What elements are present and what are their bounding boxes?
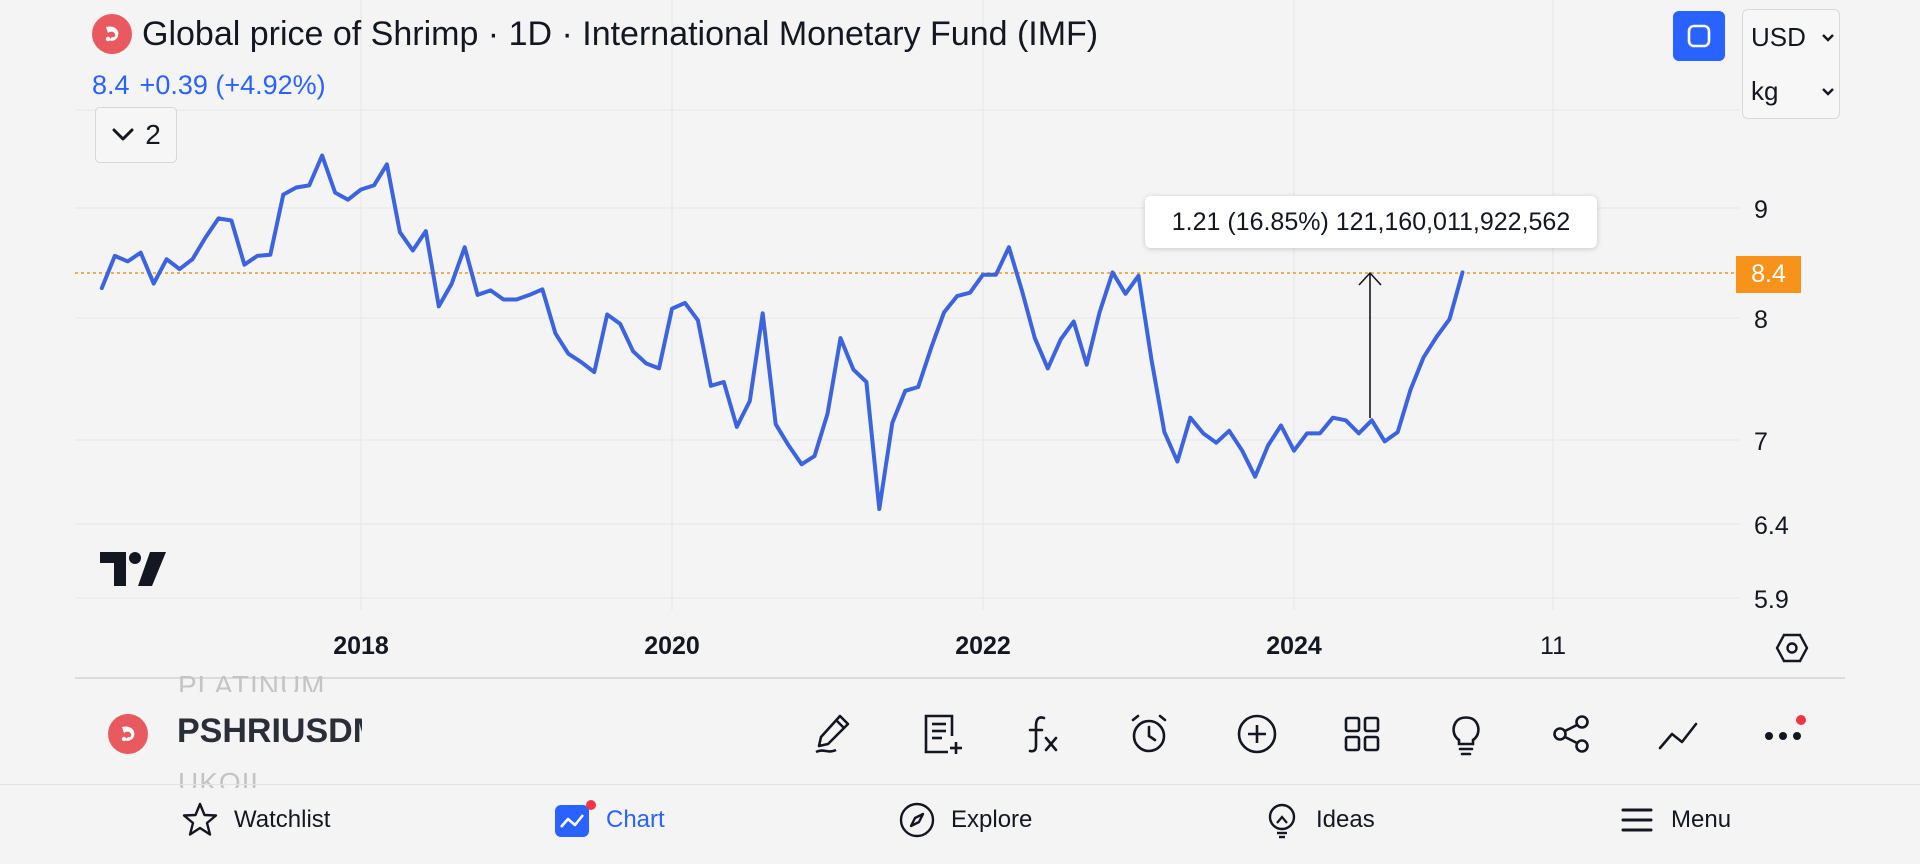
add-note-icon[interactable] xyxy=(914,706,970,762)
ghost-symbol-below: UKOIL xyxy=(178,770,268,788)
indicators-collapse-button[interactable]: 2 xyxy=(95,107,177,163)
currency-dropdown[interactable]: USD xyxy=(1751,22,1835,53)
hamburger-icon xyxy=(1617,800,1657,840)
x-axis-label: 2024 xyxy=(1266,632,1322,660)
chevron-down-icon xyxy=(112,128,134,141)
share-icon[interactable] xyxy=(1544,706,1600,762)
tradingview-logo-icon[interactable] xyxy=(100,552,168,591)
measure-tooltip: 1.21 (16.85%) 121,160,011,922,562 xyxy=(1145,196,1597,248)
compass-icon xyxy=(897,800,937,840)
chart-settings-icon[interactable] xyxy=(1775,633,1809,668)
nav-explore-label: Explore xyxy=(951,806,1033,833)
price-row: 8.4 +0.39 (+4.92%) xyxy=(92,70,336,101)
nav-menu[interactable]: Menu xyxy=(1617,800,1731,840)
nav-chart-label: Chart xyxy=(606,806,665,833)
x-axis-label: 2022 xyxy=(955,632,1011,660)
y-axis-label: 8 xyxy=(1754,306,1768,334)
y-axis-label: 9 xyxy=(1754,196,1768,224)
nav-explore[interactable]: Explore xyxy=(897,800,1032,840)
chevron-down-icon xyxy=(1822,33,1834,42)
last-price: 8.4 xyxy=(92,70,130,100)
currency-label: USD xyxy=(1751,22,1806,52)
chart-divider xyxy=(75,677,1845,679)
y-axis-label: 5.9 xyxy=(1754,586,1789,614)
shrimp-logo-icon xyxy=(108,714,148,754)
chevron-down-icon xyxy=(1822,87,1834,96)
fullscreen-button[interactable] xyxy=(1673,11,1725,61)
x-axis-label: 11 xyxy=(1540,632,1566,660)
bulb-icon xyxy=(1262,800,1302,840)
nav-watchlist-label: Watchlist xyxy=(234,806,331,833)
current-price-tag: 8.4 xyxy=(1736,256,1801,293)
unit-selector: USD kg xyxy=(1742,9,1840,119)
star-icon xyxy=(180,800,220,840)
grid xyxy=(75,0,1740,610)
nav-ideas-label: Ideas xyxy=(1316,806,1375,833)
chart-icon xyxy=(552,800,596,840)
nav-watchlist[interactable]: Watchlist xyxy=(180,800,330,840)
layouts-grid-icon[interactable] xyxy=(1334,706,1390,762)
indicators-fx-icon[interactable] xyxy=(1016,706,1072,762)
nav-menu-label: Menu xyxy=(1671,806,1732,833)
indicator-count: 2 xyxy=(145,119,161,150)
ideas-bulb-icon[interactable] xyxy=(1438,706,1494,762)
measure-arrow xyxy=(1358,271,1382,418)
shrimp-logo-icon xyxy=(92,14,132,54)
ghost-symbol-above: PLATINUM xyxy=(178,670,326,692)
chart-title: Global price of Shrimp · 1D · Internatio… xyxy=(142,14,1099,53)
alert-clock-icon[interactable] xyxy=(1121,706,1177,762)
notification-dot xyxy=(586,800,596,810)
draw-icon[interactable] xyxy=(806,706,862,762)
title-row: Global price of Shrimp · 1D · Internatio… xyxy=(92,14,1098,54)
nav-chart[interactable]: Chart xyxy=(552,800,665,840)
unit-dropdown[interactable]: kg xyxy=(1751,76,1835,107)
add-symbol-icon[interactable] xyxy=(1229,706,1285,762)
y-axis-label: 7 xyxy=(1754,428,1768,456)
x-axis-label: 2018 xyxy=(333,632,389,660)
price-change: +0.39 (+4.92%) xyxy=(139,70,326,100)
symbol-selector[interactable]: PSHRIUSDM xyxy=(177,712,362,750)
chart-type-icon[interactable] xyxy=(1650,706,1706,762)
unit-label: kg xyxy=(1751,76,1779,106)
chart-header: Global price of Shrimp · 1D · Internatio… xyxy=(0,0,1920,163)
bottom-nav-divider xyxy=(0,784,1920,785)
price-series-line xyxy=(99,153,1465,511)
price-chart[interactable] xyxy=(0,0,1920,680)
y-axis-label: 6.4 xyxy=(1754,512,1789,540)
fullscreen-icon xyxy=(1687,24,1711,48)
x-axis-label: 2020 xyxy=(644,632,700,660)
more-icon[interactable] xyxy=(1755,706,1811,762)
nav-ideas[interactable]: Ideas xyxy=(1262,800,1375,840)
